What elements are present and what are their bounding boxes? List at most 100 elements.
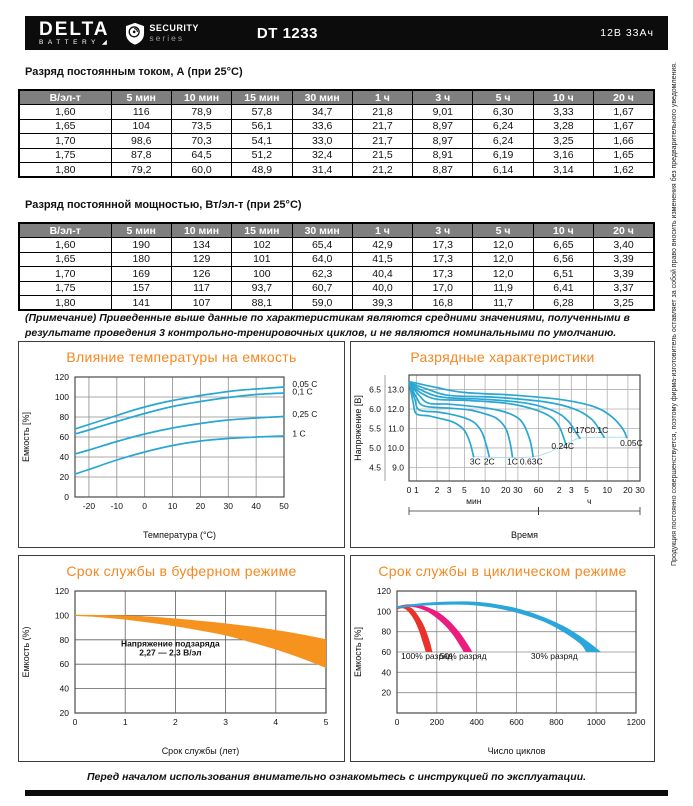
svg-text:2: 2 [435, 485, 440, 495]
svg-text:1: 1 [414, 485, 419, 495]
table-cell: 6,56 [532, 251, 595, 267]
column-header: 1 ч [351, 89, 414, 105]
table-cell: 56,1 [231, 118, 293, 134]
table-cell: 41,5 [351, 251, 414, 267]
table-cell: 141 [110, 295, 172, 311]
svg-text:Температура (°C): Температура (°C) [143, 530, 216, 540]
table-cell: 9,01 [412, 104, 474, 120]
table-cell: 31,4 [291, 162, 353, 178]
discharge-characteristics-panel: Разрядные характеристики 0 1 2 3 5 10 20 30 60 2 3… [350, 341, 655, 548]
table-cell: 1,75 [18, 147, 112, 163]
table-row: 1,75 87,8 64,5 51,2 32,4 21,5 8,91 6,19 3,16 1,65 [18, 147, 655, 163]
svg-text:мин: мин [466, 496, 482, 506]
table-cell: 8,97 [412, 118, 474, 134]
svg-text:80: 80 [60, 412, 70, 422]
svg-text:20: 20 [196, 501, 206, 511]
table-cell: 104 [110, 118, 172, 134]
svg-text:3: 3 [447, 485, 452, 495]
table-cell: 1,65 [18, 251, 112, 267]
table-cell: 3,25 [593, 295, 655, 311]
table-cell: 1,60 [18, 104, 112, 120]
column-header: В/эл-т [18, 222, 112, 238]
table-cell: 40,4 [351, 266, 414, 282]
svg-text:20: 20 [623, 485, 633, 495]
table-cell: 3,40 [593, 237, 655, 253]
svg-text:-10: -10 [111, 501, 124, 511]
svg-text:2,27 — 2,3 В/эл: 2,27 — 2,3 В/эл [139, 648, 201, 658]
table-row: 1,80 79,2 60,0 48,9 31,4 21,2 8,87 6,14 3,14 1,62 [18, 162, 655, 178]
table-cell: 21,5 [351, 147, 414, 163]
svg-text:0.1C: 0.1C [590, 425, 608, 435]
battery-rating: 12В 33Ач [600, 27, 654, 39]
table-cell: 1,80 [18, 295, 112, 311]
column-header: 3 ч [412, 89, 474, 105]
chart2-title: Разрядные характеристики [410, 349, 595, 365]
svg-text:10: 10 [602, 485, 612, 495]
svg-text:2: 2 [173, 717, 178, 727]
svg-text:40: 40 [382, 667, 392, 677]
svg-text:12.0: 12.0 [387, 404, 404, 414]
table-cell: 6,24 [472, 133, 534, 149]
column-header: 5 ч [472, 222, 534, 238]
column-header: 20 ч [593, 89, 655, 105]
svg-text:100: 100 [377, 606, 391, 616]
table-cell: 169 [110, 266, 172, 282]
svg-text:Емкость [%]: Емкость [%] [353, 627, 363, 677]
table-row: 1,75 157 117 93,7 60,7 40,0 17,0 11,9 6,41 3,37 [18, 280, 655, 296]
brand-name: DELTA [39, 18, 110, 40]
table-cell: 48,9 [231, 162, 293, 178]
svg-text:200: 200 [430, 717, 444, 727]
table-cell: 12,0 [472, 266, 534, 282]
svg-text:11.0: 11.0 [388, 423, 404, 433]
table-cell: 157 [110, 280, 172, 296]
chart1-title: Влияние температуры на емкость [66, 349, 297, 365]
svg-text:3C: 3C [470, 456, 481, 466]
table-cell: 8,91 [412, 147, 474, 163]
table-cell: 78,9 [170, 104, 233, 120]
table-cell: 17,3 [412, 251, 474, 267]
table-cell: 1,67 [593, 104, 655, 120]
table-cell: 70,3 [170, 133, 233, 149]
table-cell: 39,3 [351, 295, 414, 311]
cyclic-life-chart: 0 200 400 600 800 1000 1200 20 40 60 80 100 120 Емкос… [353, 586, 646, 756]
table-cell: 60,0 [170, 162, 233, 178]
table-cell: 60,7 [291, 280, 353, 296]
table-cell: 12,0 [472, 251, 534, 267]
buffer-life-chart: 0 1 2 3 4 5 20 40 60 80 100 120 Емкость (%) Срок служ… [21, 586, 329, 756]
svg-text:0: 0 [142, 501, 147, 511]
column-header: 30 мин [291, 222, 353, 238]
svg-text:20: 20 [60, 708, 70, 718]
svg-text:0,1 C: 0,1 C [292, 387, 312, 397]
svg-text:5.0: 5.0 [369, 443, 381, 453]
note-text: (Примечание) Приведенные выше данные по … [25, 312, 630, 340]
svg-text:0: 0 [64, 492, 69, 502]
table-cell: 59,0 [291, 295, 353, 311]
svg-text:20: 20 [501, 485, 511, 495]
table-cell: 1,70 [18, 133, 112, 149]
temperature-capacity-chart: -20 -10 0 10 20 30 40 50 0 20 40 60 80 100 120 Емкость … [21, 372, 317, 540]
buffer-life-panel: Срок службы в буферном режиме 0 1 2 3 4 5 20 40… [18, 555, 345, 762]
column-header: 10 ч [532, 89, 595, 105]
footer-instruction: Перед началом использования внимательно … [86, 771, 587, 783]
table-row: 1,65 104 73,5 56,1 33,6 21,7 8,97 6,24 3,28 1,67 [18, 118, 655, 134]
svg-text:120: 120 [55, 586, 69, 596]
table-row: 1,60 190 134 102 65,4 42,9 17,3 12,0 6,65 3,40 [18, 237, 655, 253]
table-cell: 117 [170, 280, 233, 296]
svg-text:9.0: 9.0 [392, 462, 404, 472]
table-cell: 87,8 [110, 147, 172, 163]
table-cell: 98,6 [110, 133, 172, 149]
svg-text:60: 60 [60, 659, 70, 669]
table-cell: 129 [170, 251, 233, 267]
svg-text:5: 5 [324, 717, 329, 727]
table-cell: 42,9 [351, 237, 414, 253]
table-cell: 8,87 [412, 162, 474, 178]
table-cell: 64,0 [291, 251, 353, 267]
svg-text:Емкость [%]: Емкость [%] [21, 412, 31, 462]
table-cell: 100 [231, 266, 293, 282]
column-header: 30 мин [291, 89, 353, 105]
delta-logo: DELTA BATTERY ◢ [39, 20, 111, 47]
svg-text:6.0: 6.0 [369, 404, 381, 414]
header-bar: DELTA BATTERY ◢ SECURITY series DT 1233 … [25, 16, 668, 50]
svg-text:10: 10 [168, 501, 178, 511]
svg-text:1C: 1C [507, 456, 518, 466]
